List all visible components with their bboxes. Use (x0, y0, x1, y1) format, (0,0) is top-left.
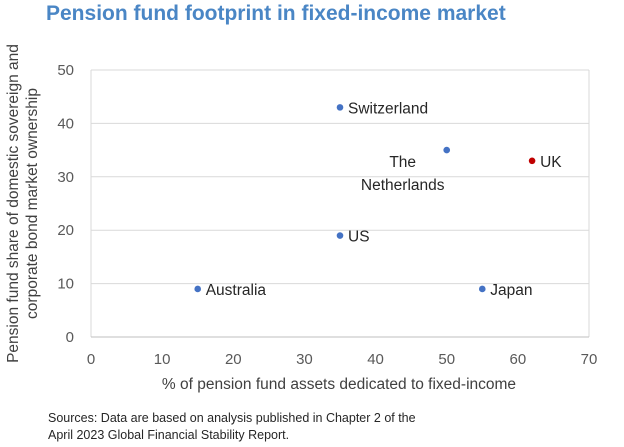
x-tick-label-3: 30 (296, 351, 313, 368)
point-label-1-line-1: The (389, 154, 416, 171)
source-line-2: April 2023 Global Financial Stability Re… (48, 428, 290, 442)
y-tick-label-3: 30 (57, 169, 74, 186)
point-5 (478, 285, 486, 293)
point-label-4: Australia (206, 282, 267, 299)
source-note: Sources: Data are based on analysis publ… (48, 410, 468, 444)
x-tick-label-6: 60 (510, 351, 527, 368)
y-axis-label-line-1: Pension fund share of domestic sovereign… (5, 44, 22, 363)
y-tick-label-2: 20 (57, 222, 74, 239)
x-axis-label: % of pension fund assets dedicated to fi… (162, 376, 516, 393)
y-tick-label-4: 40 (57, 115, 74, 132)
chart-title: Pension fund footprint in fixed-income m… (46, 2, 506, 25)
x-tick-label-0: 0 (87, 351, 95, 368)
point-1 (443, 146, 451, 154)
x-tick-label-1: 10 (154, 351, 171, 368)
x-tick-label-2: 20 (225, 351, 242, 368)
point-4 (194, 285, 202, 293)
y-axis-label-line-2: corporate bond market ownership (24, 88, 41, 319)
x-tick-label-4: 40 (367, 351, 384, 368)
y-tick-label-5: 50 (57, 62, 74, 79)
point-label-0: Switzerland (348, 100, 428, 117)
point-2 (528, 157, 536, 165)
point-label-1-line-2: Netherlands (361, 177, 445, 194)
y-tick-label-0: 0 (66, 329, 74, 346)
point-0 (336, 104, 344, 111)
point-label-5: Japan (490, 282, 532, 299)
point-label-2: UK (540, 154, 562, 171)
point-label-3: US (348, 229, 370, 246)
x-tick-label-5: 50 (438, 351, 455, 368)
y-tick-label-1: 10 (57, 276, 74, 293)
source-line-1: Sources: Data are based on analysis publ… (48, 411, 416, 425)
point-3 (336, 232, 344, 239)
x-tick-label-7: 70 (581, 351, 598, 368)
